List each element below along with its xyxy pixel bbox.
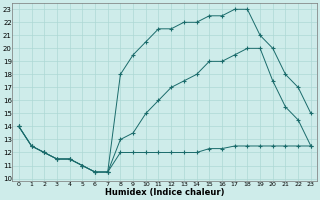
X-axis label: Humidex (Indice chaleur): Humidex (Indice chaleur) — [105, 188, 225, 197]
